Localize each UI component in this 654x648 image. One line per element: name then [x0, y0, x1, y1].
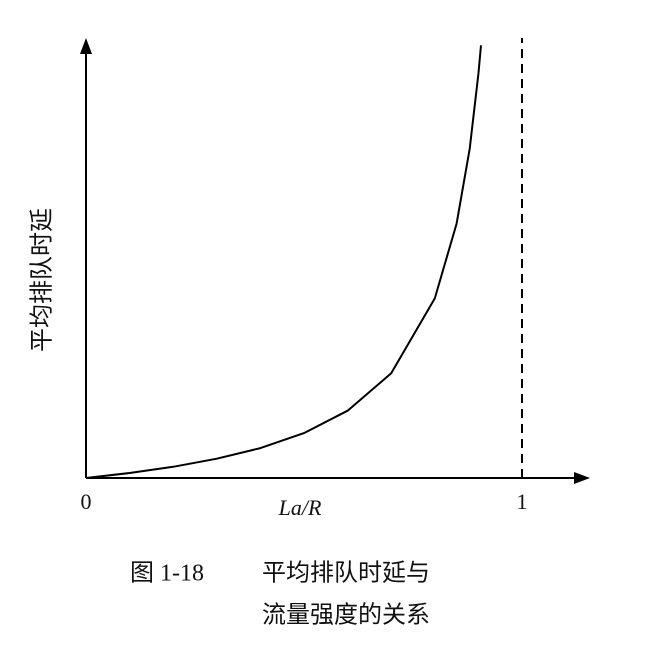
y-axis-label: 平均排队时延	[29, 208, 56, 352]
line-series	[85, 45, 482, 479]
x-tick-label: 0	[81, 489, 92, 514]
caption-title: 平均排队时延与	[262, 560, 430, 587]
x-axis-label: La/R	[278, 495, 322, 520]
caption-title: 流量强度的关系	[262, 602, 430, 629]
x-tick-label: 1	[517, 489, 528, 514]
x-axis-arrow	[574, 472, 590, 484]
caption-label: 图 1-18	[130, 561, 204, 587]
y-axis-arrow	[80, 38, 92, 54]
